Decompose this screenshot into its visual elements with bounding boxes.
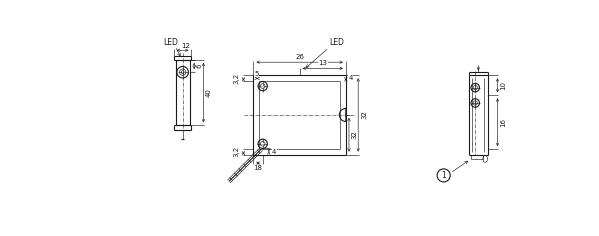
Text: 10: 10 [500,81,506,90]
Text: 6: 6 [196,64,202,68]
Text: LED: LED [329,38,344,47]
Text: 12: 12 [181,43,190,49]
Text: 16: 16 [500,118,506,127]
Text: 5: 5 [255,71,259,77]
Text: 40: 40 [206,88,212,97]
Text: 4: 4 [272,148,277,155]
Text: 13: 13 [318,60,327,66]
Text: 18: 18 [253,165,262,172]
Text: 1: 1 [441,171,446,180]
Text: 26: 26 [295,54,304,60]
Text: 4: 4 [349,75,353,81]
Text: LED: LED [163,38,178,47]
Text: 32: 32 [352,130,358,139]
Text: 3,2: 3,2 [234,146,240,157]
Text: 3,2: 3,2 [234,72,240,84]
Text: 32: 32 [361,110,367,119]
